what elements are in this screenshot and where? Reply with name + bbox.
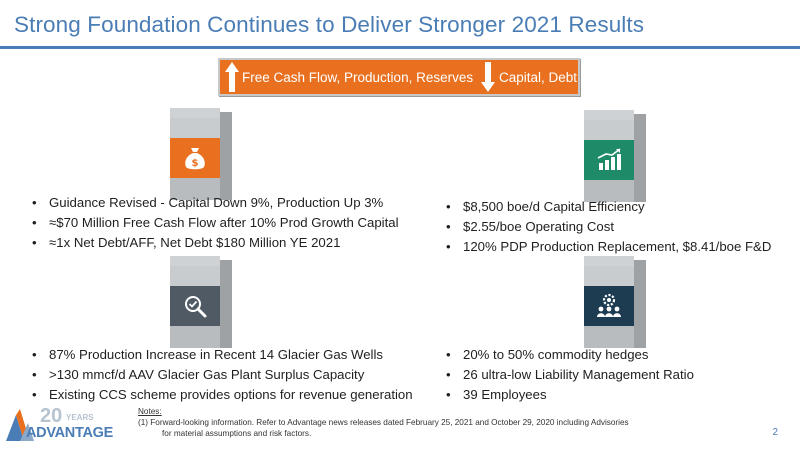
page-title: Strong Foundation Continues to Deliver S… [14, 12, 645, 37]
company-logo: 20 YEARS ADVANTAGE [4, 405, 124, 447]
page-number: 2 [772, 427, 778, 438]
arrow-up-icon [225, 62, 239, 92]
note-item: (1) Forward-looking information. Refer t… [138, 418, 629, 427]
arrow-down-icon [481, 62, 495, 92]
block-capital-icon-box: $ [170, 108, 234, 200]
list-item: 26 ultra-low Liability Management Ratio [446, 365, 694, 385]
list-item: Existing CCS scheme provides options for… [32, 385, 413, 405]
banner-down-text: Capital, Debt [499, 70, 578, 85]
advantage-logo-mark [6, 409, 34, 441]
block-growth-icon-box [170, 256, 234, 348]
bottom-right-bullets: 20% to 50% commodity hedges 26 ultra-low… [446, 345, 694, 405]
list-item: ≈$70 Million Free Cash Flow after 10% Pr… [32, 213, 399, 233]
banner-up-text: Free Cash Flow, Production, Reserves [242, 70, 474, 85]
list-item: 39 Employees [446, 385, 694, 405]
logo-years-number: 20 [40, 405, 63, 427]
bar-chart-growth-icon [597, 148, 621, 170]
money-bag-icon: $ [185, 148, 205, 170]
list-item: $2.55/boe Operating Cost [446, 217, 771, 237]
summary-banner: Free Cash Flow, Production, Reserves Cap… [218, 58, 580, 96]
title-rule [0, 46, 800, 49]
team-gear-icon [597, 293, 621, 317]
list-item: $8,500 boe/d Capital Efficiency [446, 197, 771, 217]
bottom-left-bullets: 87% Production Increase in Recent 14 Gla… [32, 345, 413, 405]
list-item: 20% to 50% commodity hedges [446, 345, 694, 365]
logo-years-word: YEARS [66, 413, 94, 422]
footnotes: Notes: (1) Forward-looking information. … [138, 406, 629, 439]
note-item-continued: for material assumptions and risk factor… [162, 429, 312, 438]
list-item: >130 mmcf/d AAV Glacier Gas Plant Surplu… [32, 365, 413, 385]
list-item: 120% PDP Production Replacement, $8.41/b… [446, 237, 771, 257]
list-item: Guidance Revised - Capital Down 9%, Prod… [32, 193, 399, 213]
svg-text:$: $ [192, 158, 199, 169]
list-item: ≈1x Net Debt/AFF, Net Debt $180 Million … [32, 233, 399, 253]
list-item: 87% Production Increase in Recent 14 Gla… [32, 345, 413, 365]
block-efficiency-icon-box [584, 110, 648, 202]
block-team-icon-box [584, 256, 648, 348]
magnifier-check-icon [185, 296, 207, 318]
notes-heading: Notes: [138, 407, 162, 416]
top-right-bullets: $8,500 boe/d Capital Efficiency $2.55/bo… [446, 197, 771, 257]
top-left-bullets: Guidance Revised - Capital Down 9%, Prod… [32, 193, 399, 253]
logo-name: ADVANTAGE [26, 425, 113, 441]
